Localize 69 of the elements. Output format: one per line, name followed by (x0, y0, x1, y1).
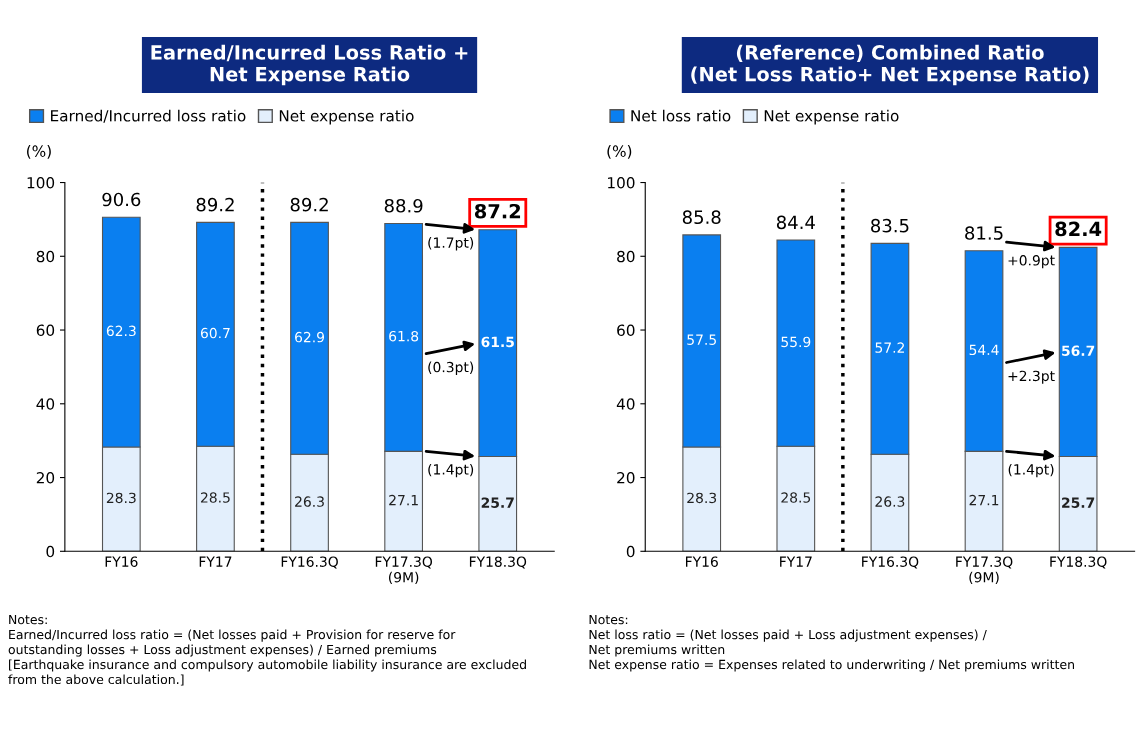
data-label: 56.7 (1062, 345, 1095, 357)
x-tick-label: FY17 (199, 556, 232, 567)
total-label: 89.2 (196, 197, 234, 212)
legend-label: Earned/Incurred loss ratio (51, 109, 246, 123)
x-tick-label: FY17 (780, 556, 812, 567)
total-label: 84.4 (776, 215, 815, 230)
total-label: 83.5 (871, 218, 909, 233)
data-label: 26.3 (875, 496, 905, 507)
chart-title: Earned/Incurred Loss Ratio + Net Expense Ratio (151, 44, 468, 86)
data-label: 26.3 (295, 496, 324, 507)
data-label: 28.5 (200, 492, 230, 503)
y-tick-label: 20 (36, 472, 55, 484)
data-label: 27.1 (969, 494, 999, 506)
data-label: 61.5 (481, 336, 514, 348)
chart-subtitle: (Net Loss Ratio+ Net Expense Ratio) (691, 66, 1089, 86)
data-label: 61.8 (389, 330, 419, 342)
y-axis-title: (%) (607, 145, 632, 159)
y-tick-label: 80 (617, 250, 635, 263)
data-label: 55.9 (781, 336, 811, 348)
x-tick-label: FY16.3Q (281, 556, 338, 569)
data-label: 54.4 (969, 344, 999, 356)
data-label: 62.9 (295, 331, 325, 343)
x-tick-label: FY18.3Q (1050, 556, 1107, 569)
y-tick-label: 40 (36, 398, 55, 410)
x-tick-label: FY16.3Q (862, 556, 919, 569)
data-label: 25.7 (481, 497, 514, 508)
total-label: 81.5 (965, 226, 1003, 240)
x-tick-label: FY17.3Q (9M) (375, 556, 433, 585)
x-tick-label: FY17.3Q (9M) (956, 556, 1013, 585)
data-label: 57.5 (687, 334, 716, 345)
annotation: (0.3pt) (428, 361, 474, 376)
legend-label: Net loss ratio (631, 109, 731, 122)
total-label: 88.9 (384, 198, 423, 213)
chart-title: (Reference) Combined Ratio (736, 44, 1044, 63)
annotation: (1.7pt) (428, 237, 474, 251)
y-axis-title: (%) (27, 145, 51, 159)
annotation: +0.9pt (1008, 255, 1055, 269)
y-tick-label: 40 (616, 398, 635, 410)
legend-label: Net expense ratio (279, 109, 414, 125)
data-label: 62.3 (106, 325, 136, 337)
data-label: 28.5 (781, 492, 811, 503)
y-tick-label: 100 (27, 176, 55, 189)
x-tick-label: FY16 (105, 556, 138, 567)
x-tick-label: FY18.3Q (469, 556, 527, 569)
x-tick-label: FY16 (686, 556, 718, 567)
total-label: 90.6 (102, 192, 141, 207)
y-tick-label: 0 (626, 545, 635, 558)
data-label: 28.3 (106, 492, 136, 504)
y-tick-label: 0 (46, 545, 55, 558)
y-tick-label: 20 (617, 472, 635, 484)
text: Notes: Net loss ratio = (Net losses paid + Loss adjustment expenses) / Net premiums written Net expense ratio = Expenses related to underwriting / Net premiums written (589, 615, 1074, 672)
y-tick-label: 60 (617, 324, 635, 337)
data-label: 25.7 (1062, 497, 1095, 508)
annotation: +2.3pt (1008, 370, 1055, 384)
y-tick-label: 80 (36, 250, 55, 263)
y-tick-label: 100 (608, 176, 635, 189)
total-label: 82.4 (1055, 221, 1102, 237)
text: Notes: Earned/Incurred loss ratio = (Net losses paid + Provision for reserve for outstanding losses + Loss adjustment expenses) / Earned premiums [Earthquake insurance and compulsory automobile liability insurance are excluded from the above calculation.] (8, 615, 526, 686)
total-label: 87.2 (474, 203, 521, 219)
legend-label: Net expense ratio (764, 109, 899, 125)
annotation: (1.4pt) (428, 463, 474, 478)
data-label: 60.7 (200, 327, 230, 339)
annotation: (1.4pt) (1008, 463, 1054, 478)
total-label: 85.8 (682, 210, 721, 225)
data-label: 27.1 (389, 494, 418, 506)
data-label: 28.3 (687, 492, 717, 504)
data-label: 57.2 (875, 342, 904, 353)
total-label: 89.2 (290, 197, 328, 212)
y-tick-label: 60 (36, 324, 55, 337)
